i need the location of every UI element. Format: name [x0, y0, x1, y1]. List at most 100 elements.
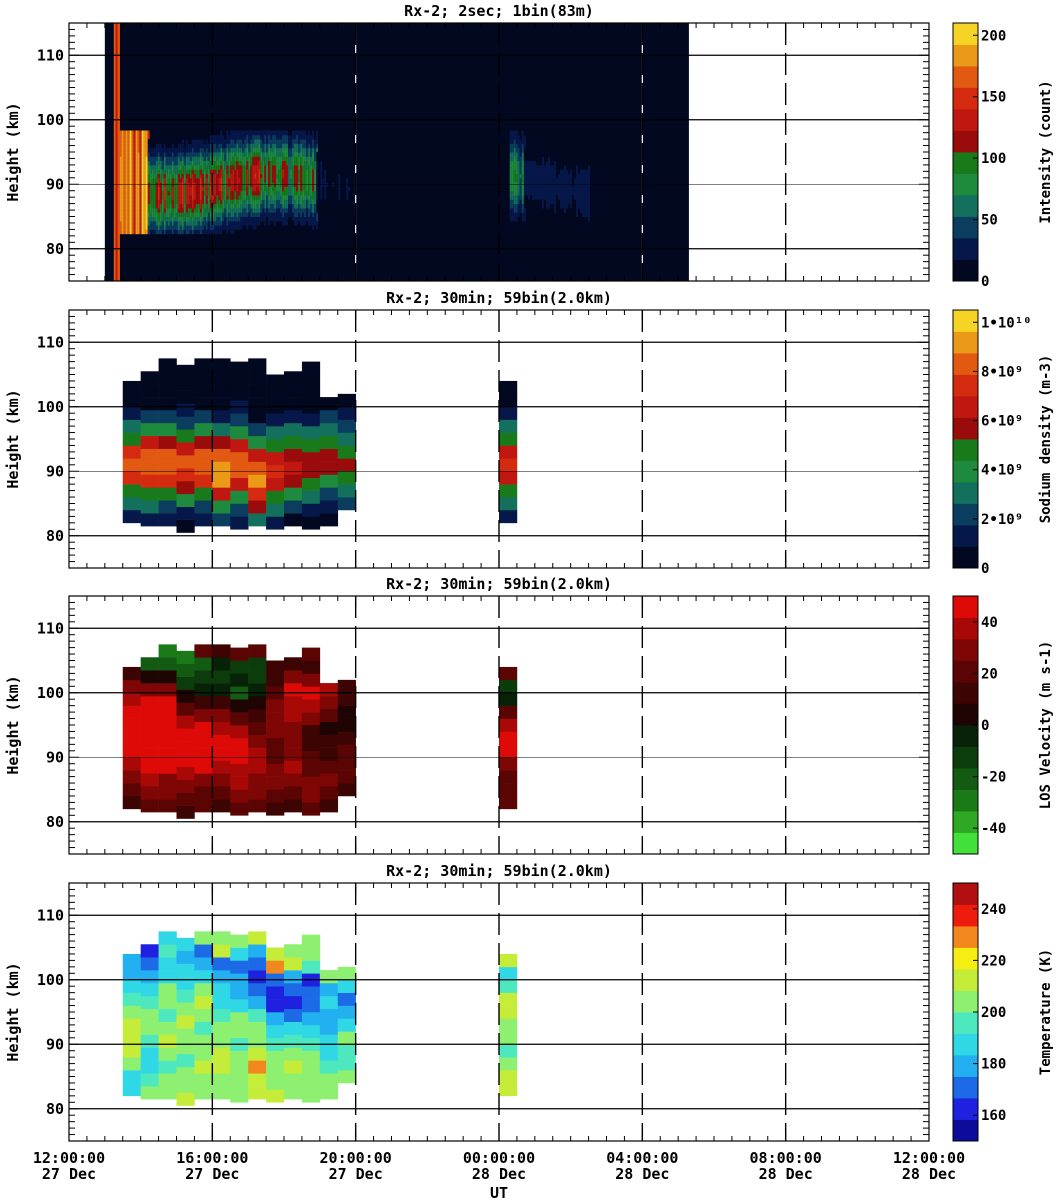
- intensity-cell: [203, 225, 206, 230]
- intensity-cell: [517, 143, 520, 149]
- intensity-cell: [530, 199, 533, 205]
- velocity-cell: [158, 799, 177, 813]
- intensity-cell: [314, 143, 317, 149]
- velocity-cell: [122, 744, 141, 758]
- intensity-cell: [125, 216, 128, 222]
- intensity-cell: [242, 169, 245, 174]
- intensity-cell: [250, 139, 253, 144]
- intensity-cell: [254, 147, 257, 153]
- intensity-cell: [222, 216, 225, 222]
- intensity-cell: [226, 143, 229, 149]
- intensity-cell: [246, 130, 249, 136]
- intensity-cell: [135, 139, 138, 144]
- intensity-cell: [189, 173, 192, 179]
- intensity-cell: [254, 169, 257, 174]
- intensity-cell: [205, 203, 208, 209]
- intensity-cell: [153, 186, 156, 192]
- intensity-cell: [528, 160, 531, 166]
- intensity-cell: [513, 190, 516, 196]
- intensity-cell: [157, 225, 160, 230]
- intensity-cell: [302, 139, 305, 144]
- intensity-cell: [222, 225, 225, 230]
- intensity-cell: [266, 169, 269, 174]
- intensity-cell: [244, 147, 247, 153]
- intensity-cell: [256, 173, 259, 179]
- temperature-cell: [122, 1005, 141, 1019]
- intensity-cell: [322, 195, 325, 200]
- intensity-cell: [216, 212, 219, 217]
- intensity-cell: [515, 177, 518, 183]
- intensity-cell: [137, 134, 140, 140]
- intensity-cell: [270, 147, 273, 153]
- velocity-cell: [122, 757, 141, 771]
- intensity-cell: [274, 143, 277, 149]
- intensity-cell: [141, 139, 144, 144]
- intensity-cell: [232, 216, 235, 222]
- intensity-cell: [298, 199, 301, 205]
- sodium-cell: [140, 474, 159, 488]
- intensity-cell: [552, 173, 555, 179]
- intensity-cell: [123, 134, 126, 140]
- intensity-cell: [578, 173, 581, 179]
- intensity-cell: [548, 169, 551, 174]
- intensity-cell: [133, 134, 136, 140]
- intensity-cell: [292, 143, 295, 149]
- intensity-cell: [348, 199, 351, 205]
- intensity-cell: [300, 147, 303, 153]
- intensity-cell: [240, 173, 243, 179]
- intensity-cell: [314, 216, 317, 222]
- intensity-cell: [280, 160, 283, 166]
- intensity-cell: [528, 164, 531, 170]
- intensity-cell: [352, 177, 355, 183]
- intensity-cell: [199, 160, 202, 166]
- sodium-cell: [230, 503, 249, 517]
- intensity-cell: [562, 164, 565, 170]
- colorbar-swatch: [953, 990, 978, 1013]
- intensity-cell: [310, 203, 313, 209]
- intensity-cell: [234, 156, 237, 162]
- intensity-cell: [278, 216, 281, 222]
- intensity-cell: [560, 212, 563, 217]
- intensity-cell: [143, 139, 146, 144]
- intensity-cell: [226, 220, 229, 226]
- intensity-cell: [276, 147, 279, 153]
- intensity-cell: [214, 177, 217, 183]
- temperature-cell: [248, 1073, 267, 1087]
- intensity-cell: [171, 207, 174, 213]
- intensity-cell: [242, 190, 245, 196]
- intensity-cell: [511, 207, 514, 213]
- intensity-cell: [191, 190, 194, 196]
- intensity-cell: [250, 190, 253, 196]
- intensity-cell: [222, 139, 225, 144]
- intensity-cell: [546, 160, 549, 166]
- intensity-cell: [578, 169, 581, 174]
- intensity-cell: [214, 186, 217, 192]
- intensity-cell: [187, 225, 190, 230]
- intensity-cell: [127, 164, 130, 170]
- intensity-cell: [511, 195, 514, 200]
- intensity-cell: [165, 203, 168, 209]
- intensity-cell: [266, 220, 269, 226]
- intensity-cell: [137, 152, 140, 157]
- intensity-cell: [212, 190, 215, 196]
- intensity-cell: [262, 177, 265, 183]
- intensity-cell: [149, 152, 152, 157]
- intensity-cell: [304, 152, 307, 157]
- temperature-cell: [194, 982, 213, 997]
- intensity-cell: [242, 199, 245, 205]
- intensity-cell: [306, 152, 309, 157]
- intensity-cell: [222, 212, 225, 217]
- intensity-cell: [173, 164, 176, 170]
- intensity-cell: [240, 220, 243, 226]
- colorbar-swatch: [953, 617, 978, 640]
- intensity-cell: [570, 203, 573, 209]
- intensity-cell: [560, 164, 563, 170]
- intensity-cell: [509, 177, 512, 183]
- intensity-cell: [517, 216, 520, 222]
- intensity-cell: [530, 156, 533, 162]
- intensity-cell: [296, 134, 299, 140]
- sodium-cell: [212, 371, 231, 385]
- sodium-cell: [284, 500, 303, 514]
- intensity-cell: [304, 195, 307, 200]
- intensity-cell: [262, 152, 265, 157]
